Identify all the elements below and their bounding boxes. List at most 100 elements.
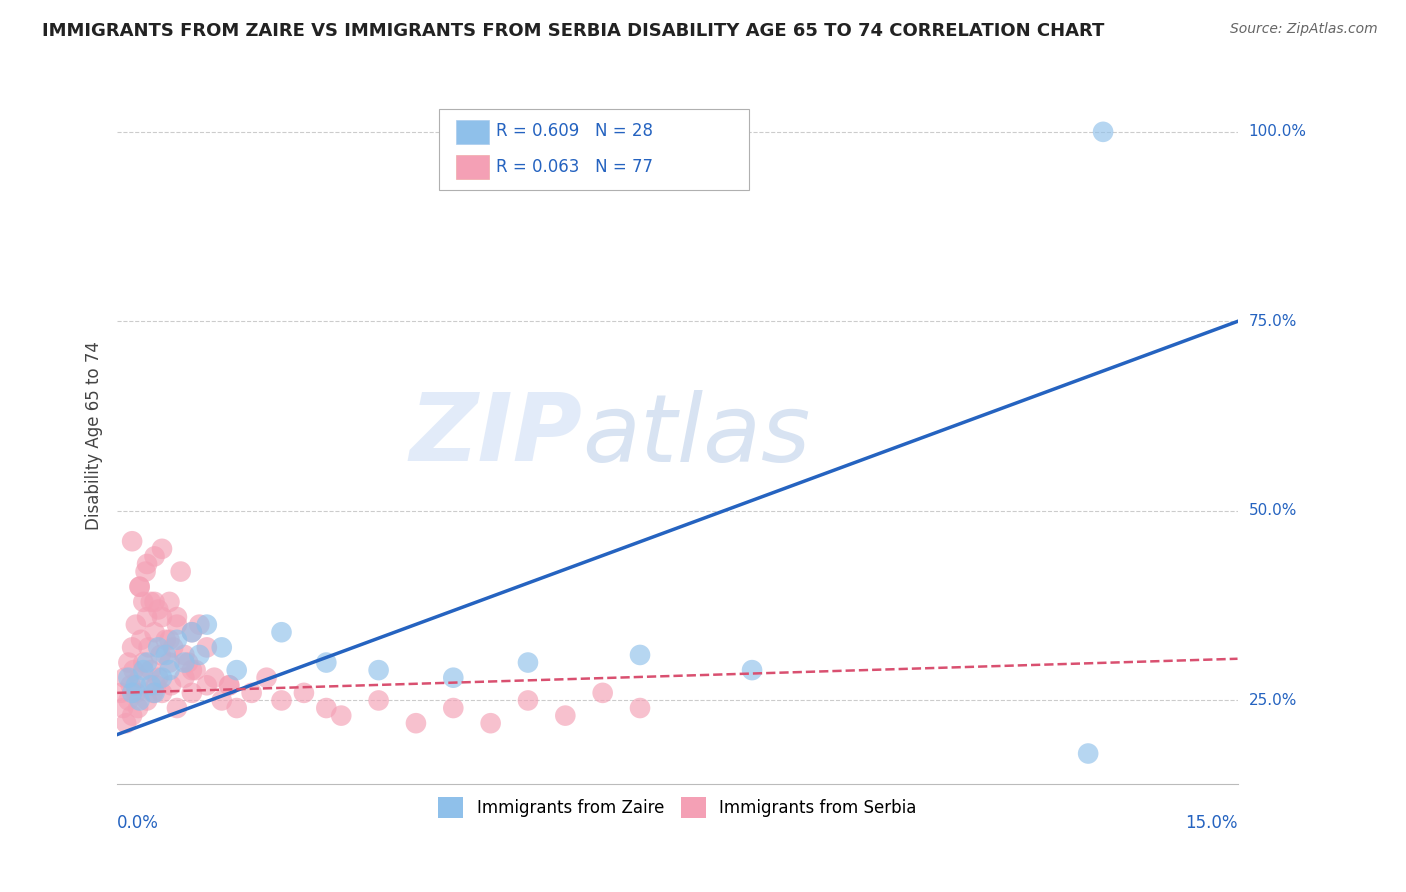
Point	[188, 617, 211, 632]
Point	[218, 678, 240, 692]
Point	[150, 686, 173, 700]
Point	[122, 663, 145, 677]
Point	[150, 610, 173, 624]
Point	[110, 686, 132, 700]
Point	[162, 640, 184, 655]
Point	[148, 671, 170, 685]
Point	[143, 549, 166, 564]
Text: 75.0%: 75.0%	[1249, 314, 1296, 329]
Point	[139, 678, 162, 692]
Point	[125, 678, 148, 692]
Point	[195, 640, 218, 655]
Point	[128, 671, 150, 685]
Text: Source: ZipAtlas.com: Source: ZipAtlas.com	[1230, 22, 1378, 37]
Point	[149, 648, 172, 662]
Point	[136, 557, 159, 571]
Point	[159, 595, 181, 609]
Point	[195, 678, 218, 692]
Point	[195, 617, 218, 632]
Point	[148, 602, 170, 616]
Point	[741, 663, 763, 677]
Point	[315, 656, 337, 670]
Point	[121, 686, 143, 700]
Point	[628, 701, 651, 715]
Point	[517, 693, 540, 707]
Point	[225, 701, 247, 715]
Point	[145, 678, 167, 692]
Point	[166, 617, 188, 632]
Point	[143, 686, 166, 700]
Point	[202, 671, 225, 685]
Point	[125, 617, 148, 632]
Point	[159, 656, 181, 670]
Point	[128, 580, 150, 594]
Text: atlas: atlas	[582, 390, 810, 481]
Point	[155, 648, 177, 662]
Point	[592, 686, 614, 700]
Point	[138, 640, 160, 655]
Point	[211, 693, 233, 707]
Point	[180, 663, 202, 677]
Point	[127, 701, 149, 715]
Y-axis label: Disability Age 65 to 74: Disability Age 65 to 74	[86, 341, 103, 530]
Point	[218, 678, 240, 692]
Point	[166, 701, 188, 715]
Point	[121, 640, 143, 655]
Point	[180, 625, 202, 640]
Point	[148, 640, 170, 655]
Point	[132, 663, 155, 677]
Point	[155, 632, 177, 647]
Point	[143, 595, 166, 609]
Point	[256, 671, 278, 685]
Point	[170, 565, 193, 579]
Point	[139, 663, 162, 677]
Point	[180, 686, 202, 700]
Point	[120, 678, 142, 692]
Point	[517, 656, 540, 670]
Point	[150, 671, 173, 685]
Point	[166, 610, 188, 624]
Point	[292, 686, 315, 700]
Point	[112, 701, 135, 715]
Point	[117, 693, 139, 707]
Text: 100.0%: 100.0%	[1249, 124, 1306, 139]
Point	[1092, 125, 1115, 139]
Point	[441, 701, 464, 715]
Point	[225, 663, 247, 677]
Legend: Immigrants from Zaire, Immigrants from Serbia: Immigrants from Zaire, Immigrants from S…	[432, 790, 924, 824]
Point	[132, 595, 155, 609]
Point	[132, 656, 155, 670]
Point	[240, 686, 263, 700]
Point	[554, 708, 576, 723]
Point	[128, 693, 150, 707]
Point	[136, 610, 159, 624]
Point	[367, 663, 389, 677]
Point	[270, 693, 292, 707]
Text: 15.0%: 15.0%	[1185, 814, 1237, 832]
Point	[211, 640, 233, 655]
Point	[173, 648, 195, 662]
Text: 25.0%: 25.0%	[1249, 693, 1296, 708]
Point	[270, 625, 292, 640]
Point	[628, 648, 651, 662]
Point	[136, 693, 159, 707]
Point	[139, 595, 162, 609]
Point	[173, 671, 195, 685]
Point	[405, 716, 427, 731]
Point	[135, 565, 157, 579]
Text: 0.0%: 0.0%	[117, 814, 159, 832]
Point	[1077, 747, 1099, 761]
Point	[479, 716, 502, 731]
Point	[184, 663, 207, 677]
Point	[441, 671, 464, 685]
Text: ZIP: ZIP	[409, 389, 582, 481]
Point	[115, 716, 138, 731]
Point	[117, 656, 139, 670]
Point	[180, 625, 202, 640]
Text: R = 0.063   N = 77: R = 0.063 N = 77	[496, 158, 654, 176]
Point	[160, 678, 183, 692]
Point	[136, 656, 159, 670]
Point	[129, 632, 152, 647]
Point	[114, 671, 136, 685]
Point	[159, 632, 181, 647]
